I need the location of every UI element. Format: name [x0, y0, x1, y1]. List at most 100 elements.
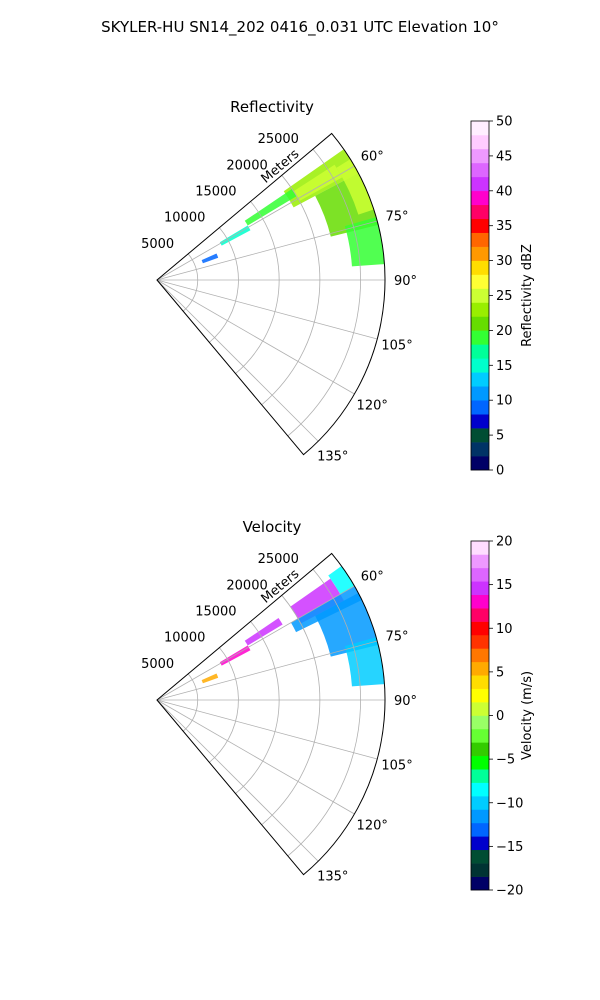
range-tick-label: 15000 — [195, 184, 236, 199]
range-tick-label: 10000 — [164, 211, 205, 226]
colorbar-swatch — [471, 634, 489, 649]
angle-tick-label: 135° — [317, 450, 348, 465]
colorbar-label: Velocity (m/s) — [520, 671, 535, 760]
colorbar-swatch — [471, 400, 489, 415]
colorbar-tick-label: 0 — [496, 464, 504, 479]
colorbar-swatch — [471, 567, 489, 582]
echo-region — [293, 164, 343, 202]
colorbar-tick-label: −15 — [496, 840, 523, 855]
colorbar-swatch — [471, 541, 489, 555]
velocity-panel: Velocity 5000 10000 15000 20000 25000 60° 75° 90… — [141, 518, 417, 885]
colorbar-swatch — [471, 190, 489, 206]
colorbar-swatch — [471, 581, 489, 595]
echo-region — [244, 618, 283, 646]
colorbar-swatch — [471, 204, 489, 220]
angle-spoke — [156, 585, 355, 701]
colorbar-swatch — [471, 344, 489, 359]
angle-spoke — [156, 279, 319, 442]
colorbar-swatch — [471, 246, 489, 261]
colorbar-tick-label: 5 — [496, 665, 504, 680]
colorbar-swatch — [471, 863, 489, 877]
colorbar-swatch — [471, 755, 489, 770]
colorbar-swatch — [471, 134, 489, 150]
range-ring — [235, 201, 280, 374]
echo-region — [328, 565, 355, 595]
colorbar-swatch — [471, 274, 489, 289]
colorbar-swatch — [471, 782, 489, 797]
colorbar-swatch — [471, 702, 489, 716]
range-tick-label: 20000 — [226, 578, 267, 593]
echo-region — [336, 159, 374, 215]
panel-title: Reflectivity — [230, 98, 314, 116]
colorbar-tick-label: 10 — [496, 622, 513, 637]
colorbar-tick-label: 10 — [496, 394, 513, 409]
angle-spoke — [156, 165, 355, 281]
colorbar-swatch — [471, 742, 489, 757]
colorbar-swatch — [471, 162, 489, 178]
range-ring — [209, 227, 239, 343]
colorbar-tick-label: −5 — [496, 753, 515, 768]
sector-outline — [156, 132, 386, 456]
angle-spoke — [156, 220, 378, 281]
colorbar-swatch — [471, 876, 489, 891]
colorbar-swatch — [471, 809, 489, 824]
figure-suptitle: SKYLER-HU SN14_202 0416_0.031 UTC Elevat… — [101, 18, 499, 37]
range-tick-label: 20000 — [226, 158, 267, 173]
echo-region — [244, 188, 297, 226]
reflectivity-panel: Reflectivity 5000 10000 15000 20000 25000 60° 7… — [141, 98, 417, 465]
colorbar-tick-label: −10 — [496, 796, 523, 811]
angle-tick-label: 105° — [381, 338, 412, 353]
angle-tick-label: 120° — [357, 818, 388, 833]
echo-region — [344, 637, 385, 687]
range-tick-label: 5000 — [141, 657, 174, 672]
angle-spoke — [156, 640, 378, 701]
echo-region — [315, 592, 379, 657]
angle-spoke — [156, 699, 355, 815]
sector-outline — [156, 552, 386, 876]
echo-region — [290, 578, 344, 624]
colorbar-swatch — [471, 715, 489, 730]
range-ring — [287, 568, 361, 857]
colorbar-swatch — [471, 260, 489, 275]
colorbar-swatch — [471, 621, 489, 636]
angle-tick-label: 60° — [361, 570, 384, 585]
colorbar-swatch — [471, 288, 489, 303]
colorbar-swatch — [471, 442, 489, 457]
angle-tick-label: 90° — [394, 694, 417, 709]
range-tick-label: 25000 — [258, 552, 299, 567]
colorbar-swatch — [471, 456, 489, 471]
velocity-colorbar: −20 −15 −10 −5 0 5 10 15 20 Velocity (m/s) — [470, 535, 535, 899]
colorbar-swatch — [471, 822, 489, 837]
colorbar-tick-label: 15 — [496, 578, 513, 593]
colorbar-swatch — [471, 728, 489, 743]
range-tick-label: 5000 — [141, 237, 174, 252]
colorbar-swatch — [471, 796, 489, 810]
angle-tick-label: 75° — [386, 210, 409, 225]
colorbar-tick-label: 0 — [496, 709, 504, 724]
colorbar-swatch — [471, 316, 489, 331]
colorbar-swatch — [471, 218, 489, 233]
colorbar-swatch — [471, 849, 489, 864]
colorbar-swatch — [471, 372, 489, 387]
angle-tick-label: 120° — [357, 398, 388, 413]
range-ring — [287, 148, 361, 437]
angle-tick-label: 90° — [394, 274, 417, 289]
colorbar-swatch — [471, 594, 489, 609]
angle-spoke — [156, 699, 319, 862]
colorbar-swatch — [471, 661, 489, 676]
colorbar-swatch — [471, 648, 489, 663]
colorbar-swatch — [471, 836, 489, 851]
colorbar-tick-label: −20 — [496, 884, 523, 899]
colorbar-tick-label: 30 — [496, 254, 513, 269]
range-ring — [261, 595, 321, 826]
colorbar-label: Reflectivity dBZ — [520, 244, 535, 347]
colorbar-swatch — [471, 302, 489, 317]
range-tick-label: 10000 — [164, 631, 205, 646]
angle-spoke — [156, 699, 378, 760]
colorbar-swatch — [471, 675, 489, 689]
colorbar-swatch — [471, 148, 489, 164]
colorbar-tick-label: 40 — [496, 184, 513, 199]
colorbar-swatch — [471, 428, 489, 443]
angle-tick-label: 135° — [317, 870, 348, 885]
